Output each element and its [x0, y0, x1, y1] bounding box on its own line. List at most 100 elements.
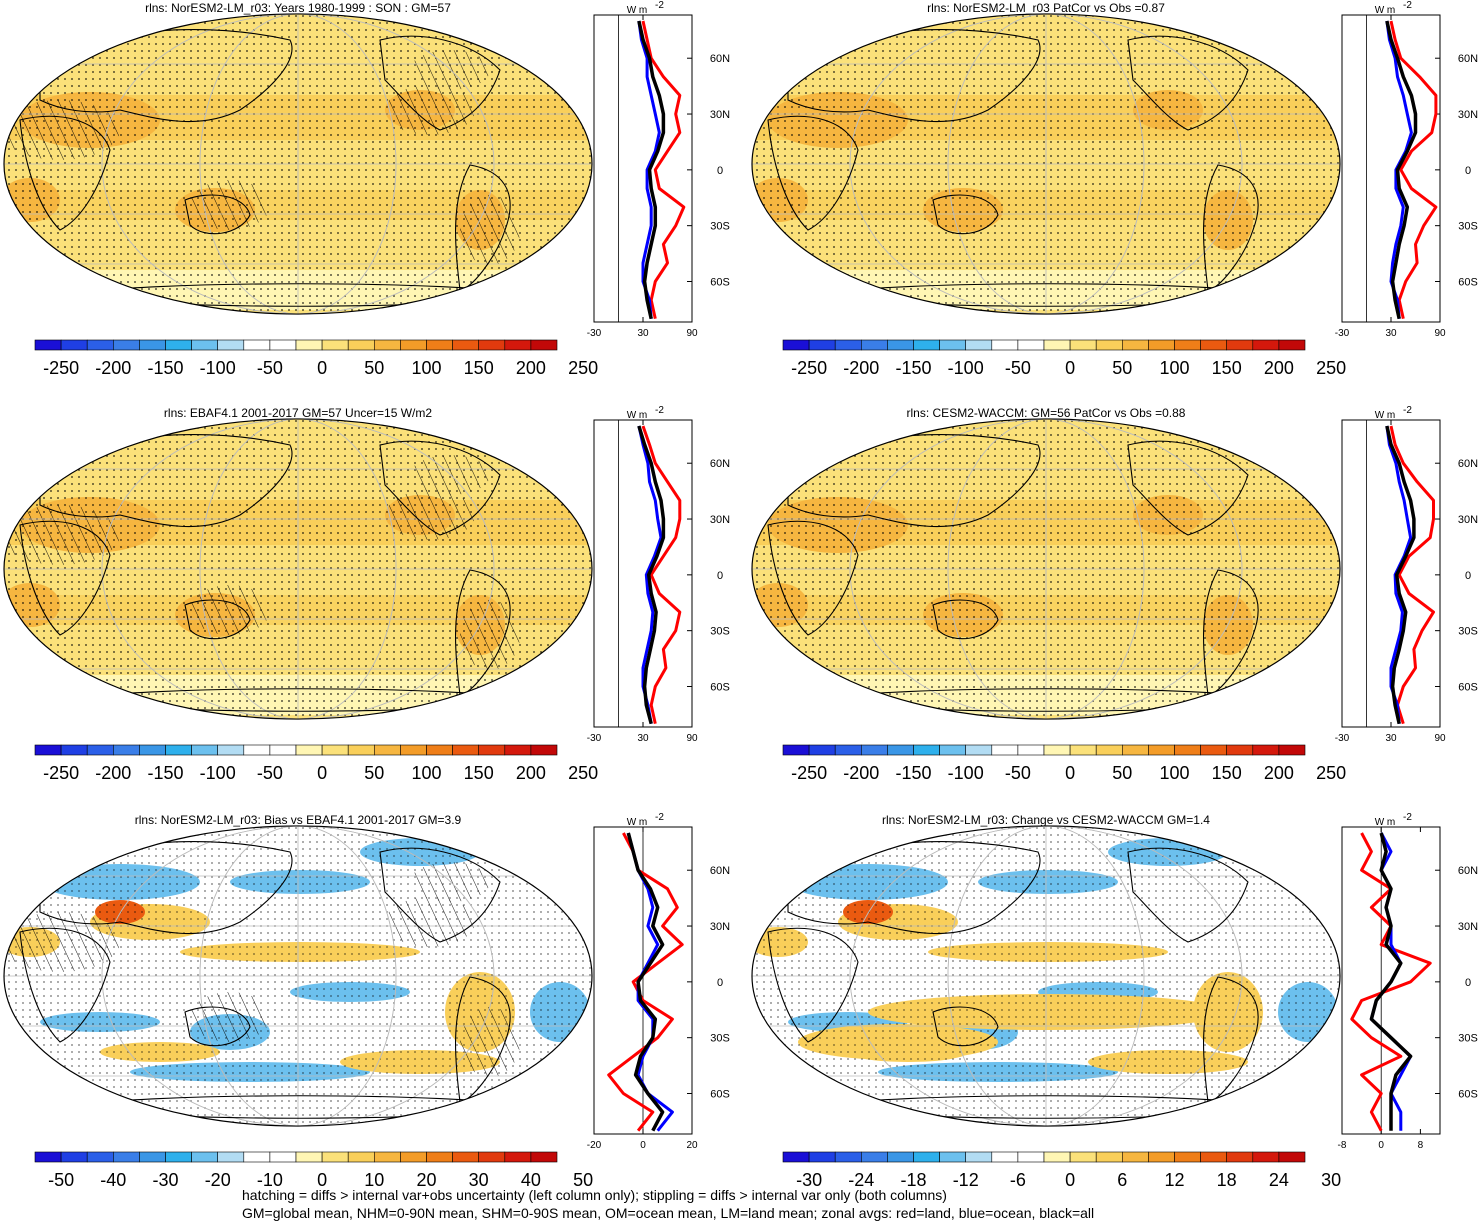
colorbar-label: 200	[1264, 358, 1294, 378]
colorbar-label: -20	[205, 1170, 231, 1190]
panel-p6: rlns: NorESM2-LM_r03: Change vs CESM2-WA…	[751, 812, 1478, 1190]
colorbar-label: 0	[1065, 763, 1075, 783]
colorbar-box	[887, 1151, 914, 1163]
colorbar-box	[939, 339, 967, 351]
colorbar-box	[504, 339, 532, 351]
colorbar-label: 200	[1264, 763, 1294, 783]
colorbar-box	[1017, 1151, 1045, 1163]
colorbar-label: -50	[1005, 358, 1031, 378]
zonal-lat-label: 30S	[1458, 221, 1478, 233]
panel-p2: rlns: NorESM2-LM_r03 PatCor vs Obs =0.87…	[751, 0, 1478, 378]
colorbar-box	[34, 339, 62, 351]
colorbar-box	[1043, 744, 1071, 756]
zonal-line-all	[1385, 20, 1418, 320]
colorbar-box	[1200, 339, 1228, 351]
zonal-unit: W m	[1375, 410, 1396, 421]
hatching	[410, 455, 490, 495]
map-frame	[751, 13, 1341, 315]
colorbar-label: 150	[1212, 763, 1242, 783]
zonal-xtick-label: -30	[587, 328, 602, 339]
colorbar-label: 50	[364, 358, 384, 378]
coastline	[1203, 976, 1259, 1103]
colorbar-box	[504, 1151, 532, 1163]
colorbar-box	[426, 339, 453, 351]
zonal-xtick-label: 90	[686, 733, 698, 744]
zonal-lat-label: 60N	[1458, 865, 1478, 877]
colorbar-label: -24	[848, 1170, 874, 1190]
colorbar-box	[1043, 1151, 1071, 1163]
zonal-lat-label: 0	[717, 165, 723, 177]
panel-title: rlns: NorESM2-LM_r03: Years 1980-1999 : …	[145, 1, 451, 15]
coastline	[1203, 164, 1259, 291]
colorbar-box	[808, 744, 836, 756]
colorbar-box	[887, 744, 914, 756]
colorbar-box	[991, 744, 1019, 756]
map-frame	[751, 825, 1341, 1127]
colorbar-label: -250	[791, 358, 827, 378]
colorbar-box	[861, 339, 888, 351]
panel-p1: rlns: NorESM2-LM_r03: Years 1980-1999 : …	[3, 0, 730, 378]
colorbar-box	[1148, 1151, 1175, 1163]
zonal-xtick-label: 30	[637, 328, 649, 339]
colorbar-box	[426, 744, 453, 756]
zonal-lat-label: 30N	[710, 109, 730, 121]
zonal-unit-sup: -2	[655, 405, 664, 416]
colorbar-box	[295, 339, 323, 351]
zonal-lat-label: 60N	[710, 458, 730, 470]
colorbar-label: 0	[317, 1170, 327, 1190]
colorbar-box	[243, 1151, 271, 1163]
colorbar-label: 150	[464, 763, 494, 783]
colorbar-label: 0	[1065, 358, 1075, 378]
colorbar-box	[426, 1151, 453, 1163]
colorbar-label: 12	[1164, 1170, 1184, 1190]
colorbar-label: -150	[147, 763, 183, 783]
colorbar-box	[1226, 1151, 1254, 1163]
colorbar-label: 50	[573, 1170, 593, 1190]
panel-title: rlns: CESM2-WACCM: GM=56 PatCor vs Obs =…	[907, 406, 1186, 420]
colorbar-box	[34, 1151, 62, 1163]
coastline	[455, 976, 511, 1103]
zonal-xtick-label: 30	[1385, 733, 1397, 744]
colorbar-label: 150	[1212, 358, 1242, 378]
panel-title: rlns: EBAF4.1 2001-2017 GM=57 Uncer=15 W…	[164, 406, 432, 420]
colorbar-box	[113, 744, 140, 756]
coastline	[19, 927, 111, 1043]
colorbar-box	[1095, 1151, 1123, 1163]
panel-p5: rlns: NorESM2-LM_r03: Bias vs EBAF4.1 20…	[3, 812, 730, 1190]
coastline	[1127, 440, 1249, 536]
colorbar-box	[1121, 1151, 1149, 1163]
zonal-line-ocean	[637, 425, 663, 724]
colorbar-label: 200	[516, 763, 546, 783]
coastline	[19, 520, 111, 636]
colorbar-label: 20	[416, 1170, 436, 1190]
colorbar-label: -200	[843, 358, 879, 378]
colorbar-box	[113, 1151, 140, 1163]
colorbar-box	[965, 339, 993, 351]
colorbar-label: -30	[152, 1170, 178, 1190]
zonal-unit-sup: -2	[1403, 0, 1412, 11]
colorbar-box	[913, 339, 940, 351]
zonal-unit-sup: -2	[655, 0, 664, 11]
colorbar-label: -200	[843, 763, 879, 783]
colorbar-label: 250	[568, 763, 598, 783]
colorbar-label: -50	[257, 358, 283, 378]
colorbar-box	[1043, 339, 1071, 351]
zonal-line-land	[1389, 425, 1435, 725]
colorbar-label: 150	[464, 358, 494, 378]
colorbar-box	[1069, 744, 1097, 756]
panel-p4: rlns: CESM2-WACCM: GM=56 PatCor vs Obs =…	[751, 405, 1478, 783]
colorbar-label: -10	[257, 1170, 283, 1190]
colorbar-box	[295, 1151, 323, 1163]
zonal-lat-label: 30S	[710, 221, 730, 233]
hatching	[190, 585, 270, 635]
colorbar-label: 40	[521, 1170, 541, 1190]
colorbar-box	[1148, 339, 1175, 351]
colorbar-label: 0	[317, 763, 327, 783]
hatching	[385, 85, 475, 135]
colorbar-box	[165, 339, 192, 351]
colorbar-box	[1200, 744, 1228, 756]
zonal-xtick-label: 8	[1418, 1140, 1424, 1151]
colorbar-box	[400, 339, 427, 351]
colorbar-label: 50	[364, 763, 384, 783]
